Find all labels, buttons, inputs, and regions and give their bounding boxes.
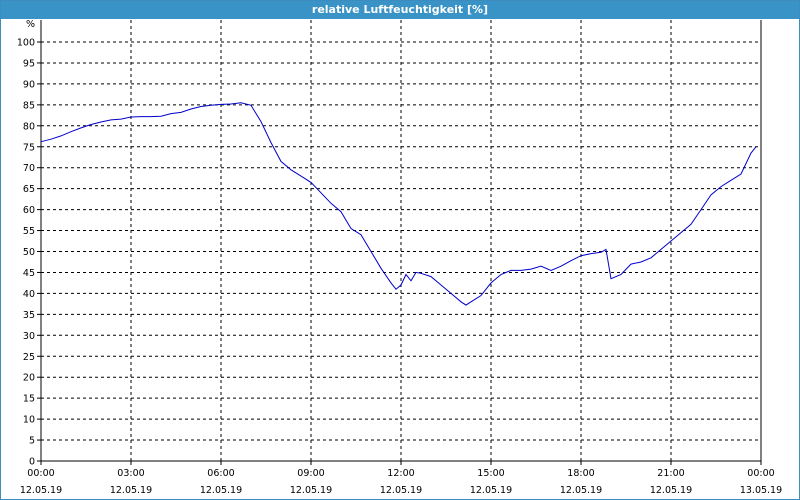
y-tick-label: 85 [23, 100, 35, 111]
x-tick-time-label: 18:00 [567, 468, 594, 479]
y-tick-label: 45 [23, 268, 35, 279]
x-tick-time-label: 06:00 [207, 468, 234, 479]
x-tick-date-label: 12.05.19 [380, 485, 422, 496]
y-tick-label: 55 [23, 226, 35, 237]
y-tick-label: 100 [17, 38, 35, 49]
y-tick-label: 10 [23, 415, 35, 426]
x-tick-date-label: 12.05.19 [20, 485, 62, 496]
y-tick-label: 15 [23, 394, 35, 405]
chart-area: 0 5 10 15 20 25 30 35 40 45 50 55 60 65 70 75 80 85 90 95 10… [1, 19, 799, 499]
x-tick-date-label: 12.05.19 [200, 485, 242, 496]
x-tick-date-label: 13.05.19 [740, 485, 782, 496]
x-tick-time-label: 12:00 [387, 468, 414, 479]
x-tick-time-label: 21:00 [657, 468, 684, 479]
y-tick-label: 25 [23, 352, 35, 363]
y-tick-label: 0 [29, 457, 35, 468]
x-tick-date-label: 12.05.19 [650, 485, 692, 496]
x-tick-date-label: 12.05.19 [470, 485, 512, 496]
y-axis-label: % [26, 20, 35, 30]
y-tick-label: 35 [23, 310, 35, 321]
y-tick-label: 65 [23, 184, 35, 195]
y-tick-label: 40 [23, 289, 35, 300]
y-tick-label: 30 [23, 331, 35, 342]
chart-title: relative Luftfeuchtigkeit [%] [1, 1, 799, 19]
x-tick-date-label: 12.05.19 [290, 485, 332, 496]
x-tick-time-label: 03:00 [117, 468, 144, 479]
y-tick-label: 80 [23, 121, 35, 132]
x-tick-time-label: 00:00 [747, 468, 774, 479]
x-tick-date-label: 12.05.19 [110, 485, 152, 496]
y-tick-label: 50 [23, 247, 35, 258]
humidity-series-line [40, 102, 757, 306]
y-tick-label: 90 [23, 79, 35, 90]
y-tick-label: 70 [23, 163, 35, 174]
y-tick-label: 20 [23, 373, 35, 384]
y-tick-label: 95 [23, 58, 35, 69]
x-tick-time-label: 00:00 [27, 468, 54, 479]
y-tick-label: 60 [23, 205, 35, 216]
x-tick-date-label: 12.05.19 [560, 485, 602, 496]
y-tick-label: 5 [29, 436, 35, 447]
x-tick-time-label: 09:00 [297, 468, 324, 479]
humidity-chart: 0 5 10 15 20 25 30 35 40 45 50 55 60 65 70 75 80 85 90 95 10… [17, 19, 782, 496]
y-tick-label: 75 [23, 142, 35, 153]
x-tick-time-label: 15:00 [477, 468, 504, 479]
